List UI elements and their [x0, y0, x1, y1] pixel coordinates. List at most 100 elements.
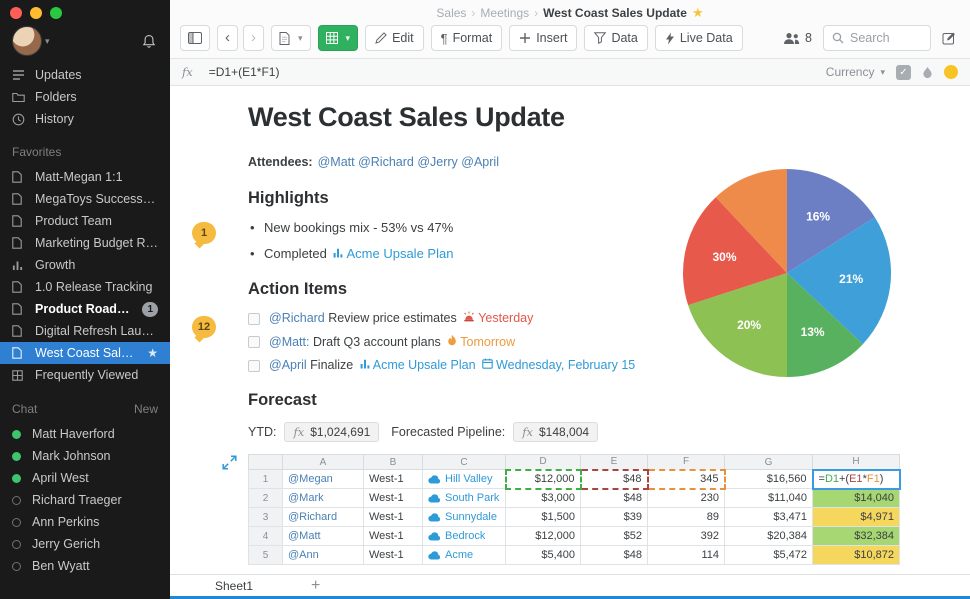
chat-item-ben-wyatt[interactable]: Ben Wyatt	[0, 555, 170, 577]
number-format-dropdown[interactable]: Currency ▾	[825, 65, 885, 79]
cell-A4[interactable]: @Matt	[282, 526, 364, 546]
minimize-window-button[interactable]	[30, 7, 42, 19]
data-button[interactable]: Data	[584, 25, 648, 51]
cell-C3[interactable]: Sunnydale	[422, 507, 506, 527]
search-input[interactable]	[850, 31, 920, 45]
comment-indicator-icon[interactable]	[944, 65, 958, 79]
mention-link[interactable]: @April	[461, 155, 499, 169]
mention-link[interactable]: @Ann	[288, 549, 319, 561]
col-header-g[interactable]: G	[724, 454, 813, 470]
sidebar-item-growth[interactable]: Growth	[0, 254, 170, 276]
format-button[interactable]: ¶ Format	[430, 25, 503, 51]
chat-item-april-west[interactable]: April West	[0, 467, 170, 489]
mention-link[interactable]: @Richard	[358, 155, 414, 169]
sidebar-item-history[interactable]: History	[0, 108, 170, 130]
cell-H4[interactable]: $32,384	[812, 526, 900, 546]
comment-count-badge[interactable]: 12	[192, 316, 216, 338]
record-link[interactable]: Acme	[445, 549, 474, 561]
user-avatar[interactable]	[12, 26, 42, 56]
check-square-icon[interactable]: ✓	[896, 64, 911, 80]
col-header-f[interactable]: F	[647, 454, 725, 470]
doc-link[interactable]: Acme Upsale Plan	[346, 246, 454, 261]
notifications-bell-icon[interactable]	[142, 34, 156, 49]
zoom-window-button[interactable]	[50, 7, 62, 19]
document-menu-button[interactable]: ▾	[271, 25, 311, 51]
col-header-h[interactable]: H	[812, 454, 900, 470]
cell-A1[interactable]: @Megan	[282, 469, 364, 489]
cell-C1[interactable]: Hill Valley	[422, 469, 506, 489]
add-sheet-button[interactable]: +	[311, 576, 321, 594]
edit-button[interactable]: Edit	[365, 25, 424, 51]
cell-B5[interactable]: West-1	[363, 545, 423, 565]
sidebar-item-folders[interactable]: Folders	[0, 86, 170, 108]
row-header-1[interactable]: 1	[248, 469, 283, 489]
paint-icon[interactable]	[922, 66, 933, 79]
forward-button[interactable]: ›	[243, 25, 264, 51]
cell-F4[interactable]: 392	[647, 526, 725, 546]
formula-input[interactable]: =D1+(E1*F1)	[208, 65, 280, 79]
col-header-d[interactable]: D	[505, 454, 581, 470]
col-header-a[interactable]: A	[282, 454, 364, 470]
close-window-button[interactable]	[10, 7, 22, 19]
cell-C2[interactable]: South Park	[422, 488, 506, 508]
cell-F1[interactable]: 345	[646, 468, 726, 490]
live-data-button[interactable]: Live Data	[654, 25, 743, 51]
mention-link[interactable]: @Richard	[269, 311, 325, 325]
cell-B2[interactable]: West-1	[363, 488, 423, 508]
collaborators-button[interactable]: 8	[779, 25, 816, 51]
cell-D4[interactable]: $12,000	[505, 526, 581, 546]
cell-E5[interactable]: $48	[580, 545, 648, 565]
cell-G1[interactable]: $16,560	[724, 469, 813, 489]
spreadsheet-mode-button[interactable]: ▾	[317, 25, 359, 51]
sidebar-item-product-team[interactable]: Product Team	[0, 210, 170, 232]
formula-chip[interactable]: fx $1,024,691	[284, 422, 380, 442]
cell-G4[interactable]: $20,384	[724, 526, 813, 546]
cell-H1[interactable]: =D1+(E1*F1)	[811, 468, 901, 490]
cell-E4[interactable]: $52	[580, 526, 648, 546]
cell-E3[interactable]: $39	[580, 507, 648, 527]
compose-button[interactable]	[938, 25, 960, 51]
cell-G3[interactable]: $3,471	[724, 507, 813, 527]
checkbox[interactable]	[248, 312, 260, 325]
mention-link[interactable]: @Mark	[288, 492, 324, 504]
cell-E2[interactable]: $48	[580, 488, 648, 508]
cell-H5[interactable]: $10,872	[812, 545, 900, 565]
cell-F2[interactable]: 230	[647, 488, 725, 508]
record-link[interactable]: Bedrock	[445, 530, 486, 542]
chat-item-matt-haverford[interactable]: Matt Haverford	[0, 423, 170, 445]
sidebar-item-1-0-release-tracking[interactable]: 1.0 Release Tracking	[0, 276, 170, 298]
checkbox[interactable]	[248, 359, 260, 372]
row-header-3[interactable]: 3	[248, 507, 283, 527]
doc-link[interactable]: Acme Upsale Plan	[372, 358, 476, 372]
cell-G5[interactable]: $5,472	[724, 545, 813, 565]
sidebar-item-frequently-viewed[interactable]: Frequently Viewed	[0, 364, 170, 386]
comment-count-badge[interactable]: 1	[192, 222, 216, 244]
breadcrumb-link[interactable]: Sales	[436, 6, 467, 20]
back-button[interactable]: ‹	[217, 25, 238, 51]
breadcrumb-link[interactable]: Meetings	[480, 6, 530, 20]
sidebar-item-digital-refresh-launc[interactable]: Digital Refresh Launc...	[0, 320, 170, 342]
cell-C5[interactable]: Acme	[422, 545, 506, 565]
col-header-c[interactable]: C	[422, 454, 506, 470]
cell-D3[interactable]: $1,500	[505, 507, 581, 527]
panel-toggle-button[interactable]	[180, 25, 210, 51]
mention-link[interactable]: @Richard	[288, 511, 338, 523]
mention-link[interactable]: @April	[269, 358, 307, 372]
record-link[interactable]: South Park	[445, 492, 500, 504]
chat-item-jerry-gerich[interactable]: Jerry Gerich	[0, 533, 170, 555]
mention-link[interactable]: @Jerry	[417, 155, 458, 169]
row-header-2[interactable]: 2	[248, 488, 283, 508]
col-header-b[interactable]: B	[363, 454, 423, 470]
select-all-corner[interactable]	[248, 454, 283, 470]
cell-D1[interactable]: $12,000	[504, 468, 582, 490]
search-box[interactable]	[823, 25, 931, 51]
star-icon[interactable]: ★	[691, 5, 704, 20]
mention-link[interactable]: @Matt:	[269, 335, 310, 349]
cell-E1[interactable]: $48	[579, 468, 649, 490]
mention-link[interactable]: @Megan	[288, 473, 333, 485]
sidebar-item-updates[interactable]: Updates	[0, 64, 170, 86]
cell-F3[interactable]: 89	[647, 507, 725, 527]
chat-item-richard-traeger[interactable]: Richard Traeger	[0, 489, 170, 511]
caret-down-icon[interactable]: ▾	[45, 35, 50, 46]
new-chat-button[interactable]: New	[133, 402, 158, 416]
